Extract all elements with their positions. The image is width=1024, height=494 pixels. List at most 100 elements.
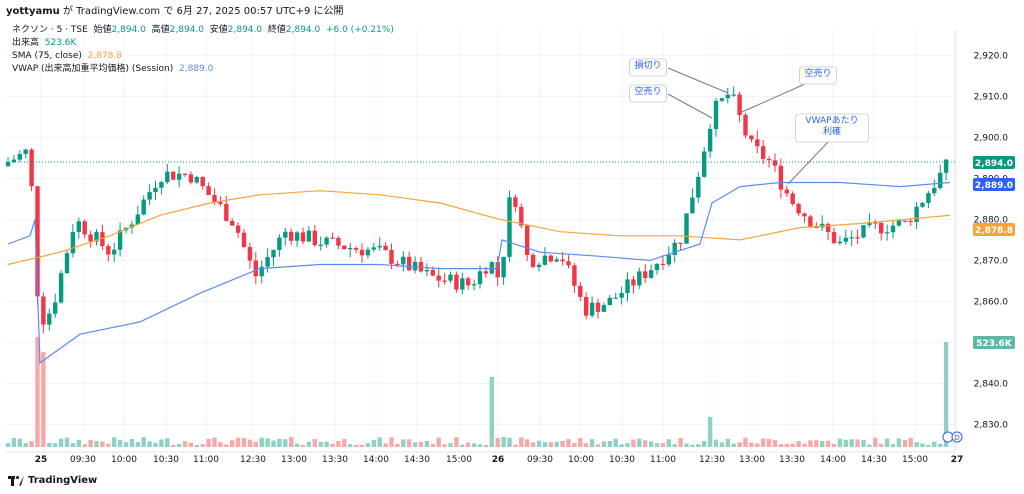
annotation-text: 損切り: [634, 59, 661, 71]
volume-bar: [41, 352, 46, 447]
candle-down: [572, 265, 577, 286]
candle-down: [241, 232, 247, 248]
candle-up: [843, 237, 848, 242]
volume-bar: [784, 443, 789, 447]
candle-up: [861, 225, 866, 238]
volume-bar: [519, 437, 524, 447]
y-tick-label: 2,860.0: [974, 297, 1009, 307]
volume-bar: [377, 437, 382, 447]
volume-bar: [17, 438, 22, 447]
candle-down: [530, 254, 536, 268]
volume-bar: [943, 342, 949, 447]
candle-up: [117, 230, 123, 250]
candle-up: [283, 231, 288, 238]
volume-bar: [383, 443, 388, 447]
volume-bar: [265, 438, 270, 447]
candle-down: [247, 247, 253, 261]
volume-bar: [466, 442, 471, 447]
candle-up: [837, 241, 843, 244]
candle-up: [371, 247, 376, 250]
candle-up: [147, 192, 152, 200]
candle-down: [383, 245, 388, 250]
volume-bar: [613, 438, 618, 447]
x-tick-label: 10:00: [111, 455, 137, 465]
volume-bar: [637, 438, 642, 447]
open-label: 始値: [93, 25, 112, 35]
volume-bar: [849, 439, 854, 447]
y-tick-label: 2,900.0: [974, 133, 1009, 143]
candle-down: [525, 225, 530, 255]
volume-bar: [566, 439, 571, 447]
volume-bar: [348, 444, 353, 447]
volume-bar: [743, 437, 748, 447]
candle-up: [932, 187, 937, 194]
volume-bar: [920, 443, 925, 447]
candle-up: [460, 278, 465, 290]
candle-down: [495, 262, 500, 278]
volume-bar: [648, 441, 654, 447]
volume-bar: [182, 441, 188, 447]
volume-bar: [135, 442, 140, 447]
candle-down: [802, 213, 807, 217]
volume-bar: [147, 441, 152, 447]
volume-bar: [938, 443, 943, 447]
open-value: 2,894.0: [111, 25, 146, 35]
candle-up: [424, 269, 430, 272]
volume-bar: [914, 442, 919, 447]
volume-bar: [235, 437, 241, 447]
volume-bar: [572, 442, 577, 447]
volume-bar: [112, 437, 117, 447]
annotation-text: 空売り: [634, 85, 661, 97]
candle-down: [206, 186, 211, 195]
symbol-name[interactable]: ネクソン · 5 · TSE: [12, 25, 88, 35]
candle-up: [601, 305, 607, 312]
volume-bar: [153, 442, 158, 447]
volume-bar: [188, 442, 194, 447]
volume-bar: [825, 440, 831, 447]
candle-up: [153, 187, 158, 193]
annotation-box: [799, 66, 837, 85]
volume-bar: [283, 439, 288, 447]
candle-down: [660, 263, 666, 266]
candle-down: [100, 232, 105, 247]
vwap-legend[interactable]: VWAP (出来高加重平均価格) (Session) 2,889.0: [12, 64, 213, 75]
candle-up: [890, 225, 896, 233]
candle-down: [873, 222, 878, 224]
candle-up: [554, 259, 559, 262]
candle-down: [336, 237, 341, 246]
volume-bar: [495, 438, 500, 447]
annotation-leader: [741, 83, 806, 113]
volume-legend[interactable]: 出来高 523.6K: [12, 38, 76, 49]
volume-bar: [578, 438, 583, 447]
volume-bar: [501, 437, 506, 447]
candle-up: [625, 279, 630, 294]
volume-bar: [873, 437, 878, 447]
candle-down: [300, 232, 306, 242]
low-label: 安値: [209, 25, 228, 35]
candle-up: [684, 213, 689, 244]
volume-bar: [241, 437, 247, 447]
x-tick-label: 26: [492, 455, 505, 465]
x-tick-label: 15:00: [902, 455, 928, 465]
tradingview-logo-icon: [8, 475, 24, 486]
price-tag: [973, 223, 1015, 236]
candle-up: [23, 149, 28, 154]
candle-up: [318, 244, 323, 246]
candle-up: [412, 261, 418, 271]
sma-legend[interactable]: SMA (75, close) 2,878.8: [12, 51, 122, 62]
volume-bar: [70, 443, 76, 447]
volume-bar: [477, 444, 483, 447]
candle-down: [359, 249, 365, 256]
volume-bar: [230, 440, 235, 447]
high-value: 2,894.0: [169, 25, 205, 35]
candle-up: [943, 159, 949, 173]
candle-down: [188, 174, 194, 183]
tradingview-brand[interactable]: TradingView: [8, 475, 97, 486]
candle-down: [784, 189, 789, 194]
x-tick-label: 11:00: [193, 455, 219, 465]
volume-bar: [259, 437, 264, 447]
author-name[interactable]: yottyamu: [6, 6, 60, 17]
candle-down: [230, 220, 235, 226]
candle-down: [436, 275, 441, 281]
